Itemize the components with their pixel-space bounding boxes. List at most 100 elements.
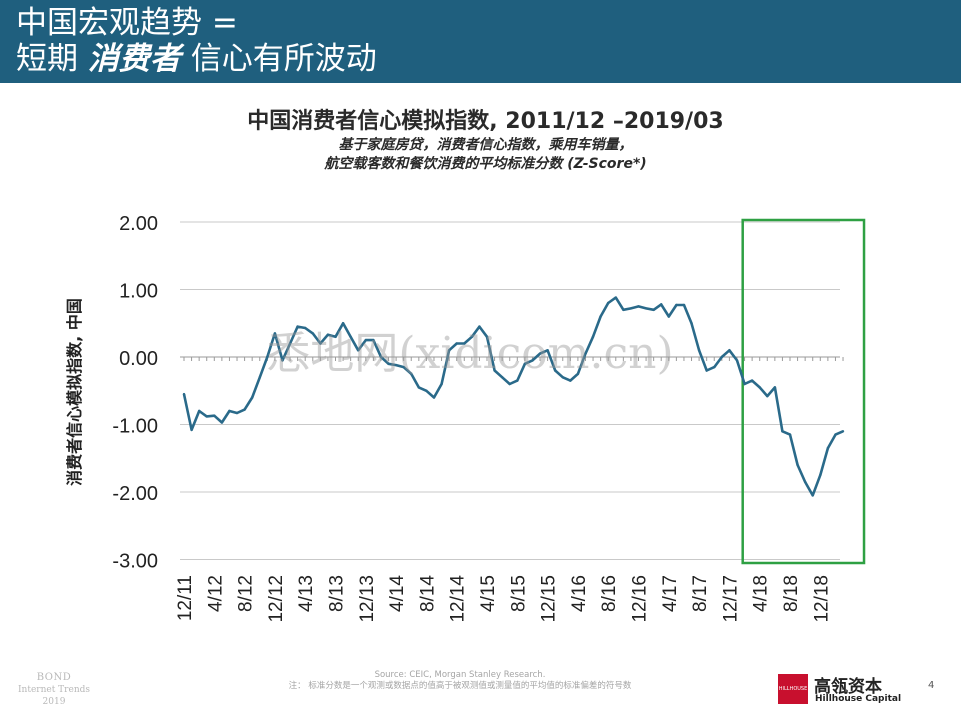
data-point bbox=[243, 408, 246, 411]
data-point bbox=[273, 332, 277, 335]
data-point bbox=[228, 409, 231, 413]
data-point bbox=[591, 335, 595, 338]
data-point bbox=[750, 379, 754, 382]
data-point bbox=[349, 335, 352, 338]
x-tick-label: 4/18 bbox=[751, 575, 772, 612]
series-line bbox=[182, 296, 844, 497]
data-point bbox=[622, 308, 625, 311]
data-point bbox=[584, 352, 587, 355]
x-tick-label: 4/17 bbox=[660, 575, 681, 612]
data-point bbox=[705, 369, 708, 372]
data-point bbox=[319, 342, 322, 345]
x-tick-label: 8/14 bbox=[417, 575, 438, 612]
data-point bbox=[417, 386, 420, 389]
data-point bbox=[235, 411, 239, 415]
data-point bbox=[258, 376, 261, 379]
data-point bbox=[644, 307, 648, 310]
data-point bbox=[198, 409, 201, 413]
data-point bbox=[561, 376, 564, 379]
source-text: Source: CEIC, Morgan Stanley Research. bbox=[374, 670, 546, 680]
data-point bbox=[478, 325, 481, 328]
y-tick-label: 1.00 bbox=[119, 281, 158, 303]
y-tick-label: 0.00 bbox=[119, 348, 158, 370]
data-point bbox=[410, 372, 413, 376]
data-point bbox=[311, 332, 314, 335]
data-point bbox=[387, 362, 390, 365]
x-tick-label: 8/16 bbox=[599, 575, 620, 612]
data-point bbox=[372, 338, 375, 342]
x-tick-label: 8/17 bbox=[690, 575, 711, 612]
hillhouse-logo: HILLHOUSE 高瓴资本 Hillhouse Capital bbox=[778, 672, 918, 708]
data-point bbox=[357, 349, 360, 352]
data-point bbox=[713, 365, 716, 369]
bond-logo-line3: 2019 bbox=[42, 697, 66, 707]
data-point bbox=[660, 303, 663, 306]
y-tick-label: -1.00 bbox=[112, 416, 158, 438]
x-tick-label: 12/17 bbox=[720, 575, 741, 623]
data-point bbox=[569, 379, 572, 382]
data-point bbox=[803, 480, 807, 484]
x-tick-label: 4/14 bbox=[387, 575, 408, 612]
data-point bbox=[281, 359, 284, 362]
data-point bbox=[304, 326, 307, 330]
x-tick-label: 8/18 bbox=[781, 575, 802, 612]
bond-logo: BOND Internet Trends 2019 bbox=[14, 672, 94, 708]
bond-logo-line2: Internet Trends bbox=[17, 685, 90, 695]
data-point bbox=[341, 322, 345, 325]
data-point bbox=[773, 386, 777, 389]
data-point bbox=[485, 335, 489, 338]
x-tick-label: 4/15 bbox=[478, 575, 499, 612]
data-point bbox=[470, 335, 474, 338]
data-point bbox=[766, 394, 769, 398]
data-point bbox=[531, 359, 534, 362]
data-point bbox=[735, 359, 739, 362]
data-point bbox=[508, 382, 511, 386]
data-point bbox=[599, 315, 602, 318]
data-point bbox=[576, 372, 580, 376]
data-point bbox=[720, 355, 723, 359]
y-tick-label: -3.00 bbox=[112, 551, 158, 573]
data-point bbox=[811, 494, 814, 497]
data-point bbox=[743, 382, 746, 386]
x-tick-label: 12/16 bbox=[630, 575, 651, 623]
data-point bbox=[614, 296, 617, 299]
slide-title-line2: 短期 消费者 信心有所波动 bbox=[16, 40, 377, 78]
data-point bbox=[182, 392, 186, 396]
y-tick-label: -2.00 bbox=[112, 483, 158, 505]
data-point bbox=[432, 396, 436, 399]
x-tick-label: 8/12 bbox=[236, 575, 257, 612]
footer-source: Source: CEIC, Morgan Stanley Research. 注… bbox=[240, 670, 680, 692]
data-point bbox=[334, 335, 337, 338]
slide-title-emphasis: 消费者 bbox=[87, 41, 181, 77]
data-point bbox=[819, 473, 822, 477]
brand-name-en: Hillhouse Capital bbox=[815, 694, 902, 704]
slide-title-line1: 中国宏观趋势 = bbox=[16, 5, 238, 41]
data-point bbox=[796, 463, 799, 467]
data-point bbox=[690, 322, 693, 325]
data-point bbox=[213, 414, 216, 417]
y-axis-label: 消费者信心模拟指数, 中国 bbox=[65, 298, 84, 486]
data-point bbox=[629, 307, 633, 310]
data-point bbox=[516, 379, 519, 382]
data-point bbox=[190, 428, 193, 432]
data-point bbox=[296, 325, 299, 328]
data-point bbox=[834, 433, 837, 436]
x-tick-label: 12/18 bbox=[811, 575, 832, 623]
data-point bbox=[402, 365, 405, 369]
data-point bbox=[637, 305, 640, 308]
data-point bbox=[220, 421, 224, 424]
chart-title-block: 中国消费者信心模拟指数, 2011/12 –2019/03 基于家庭房贷，消费者… bbox=[0, 108, 961, 174]
data-point bbox=[675, 303, 678, 307]
page-number: 4 bbox=[928, 680, 935, 691]
x-tick-label: 8/13 bbox=[327, 575, 348, 612]
data-point bbox=[841, 430, 845, 433]
x-tick-label: 4/13 bbox=[296, 575, 317, 612]
x-tick-label: 12/11 bbox=[175, 575, 196, 621]
x-tick-label: 12/12 bbox=[266, 575, 287, 623]
slide-header: 中国宏观趋势 = 短期 消费者 信心有所波动 bbox=[0, 0, 961, 83]
data-point bbox=[205, 415, 208, 418]
chart-subtitle-line1: 基于家庭房贷，消费者信心指数，乘用车销量， bbox=[338, 137, 633, 153]
data-point bbox=[425, 389, 428, 392]
data-point bbox=[463, 342, 466, 345]
